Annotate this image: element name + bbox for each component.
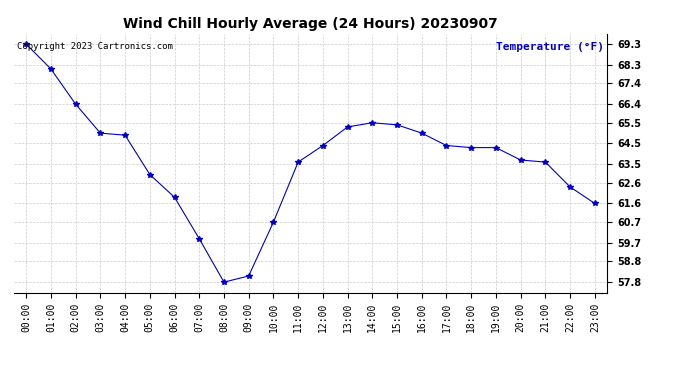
Title: Wind Chill Hourly Average (24 Hours) 20230907: Wind Chill Hourly Average (24 Hours) 202…: [123, 17, 498, 31]
Text: Temperature (°F): Temperature (°F): [496, 42, 604, 51]
Text: Copyright 2023 Cartronics.com: Copyright 2023 Cartronics.com: [17, 42, 172, 51]
